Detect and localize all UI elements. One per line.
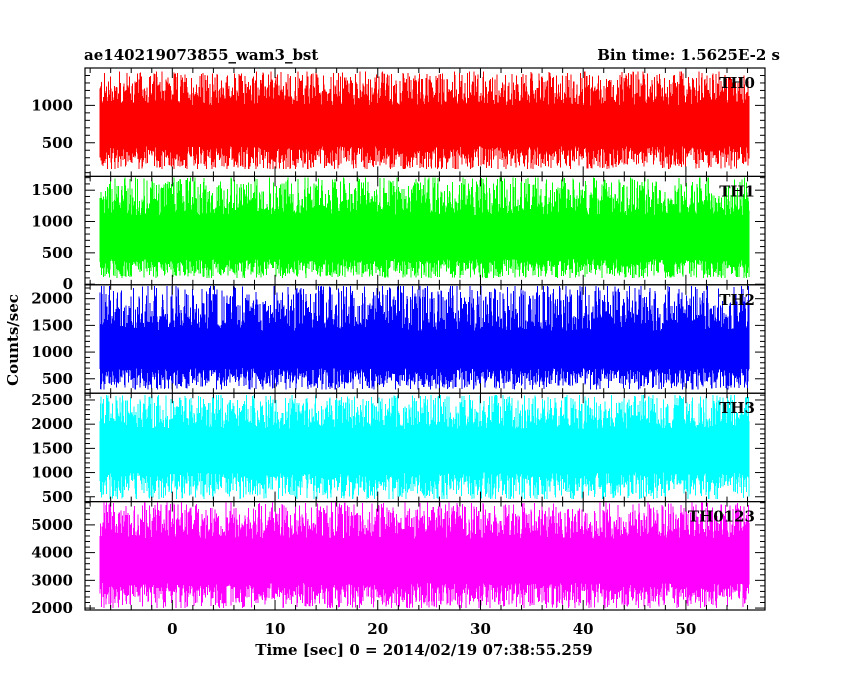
y-tick-label: 1500	[31, 316, 73, 334]
y-tick-label: 1000	[31, 343, 73, 361]
y-tick-label: 2000	[31, 290, 73, 308]
panel-label-th1: TH1	[719, 182, 755, 200]
panel-label-th0: TH0	[719, 74, 755, 92]
y-tick-label: 500	[42, 244, 73, 262]
y-tick-label: 2500	[31, 391, 73, 409]
y-tick-label: 1000	[31, 213, 73, 231]
y-tick-label: 1000	[31, 96, 73, 114]
panel-th1: 0 500 1000 1500 TH1	[31, 175, 766, 293]
panel-th0: 500 1000 TH0	[31, 67, 766, 178]
x-tick-label: 10	[265, 620, 286, 638]
x-tick-label: 30	[470, 620, 491, 638]
y-tick-label: 500	[42, 370, 73, 388]
y-tick-label: 5000	[31, 516, 73, 534]
panel-th3: 500 1000 1500 2000 2500 TH3	[31, 391, 766, 506]
y-tick-label: 1000	[31, 464, 73, 482]
y-axis-label: Counts/sec	[4, 294, 22, 386]
x-tick-label: 50	[675, 620, 696, 638]
panel-label-th2: TH2	[719, 291, 755, 309]
series-trace-th3	[99, 395, 750, 500]
y-tick-label: 2000	[31, 415, 73, 433]
x-axis-label: Time [sec] 0 = 2014/02/19 07:38:55.259	[255, 641, 592, 659]
y-tick-label: 3000	[31, 571, 73, 589]
panel-label-th0123: TH0123	[688, 508, 755, 526]
series-trace-th2	[99, 285, 750, 390]
y-tick-label: 2000	[31, 599, 73, 617]
panel-frame	[84, 501, 766, 611]
panel-th0123: 2000 3000 4000 5000 TH0123	[31, 501, 766, 617]
series-trace-th1	[99, 177, 750, 278]
x-tick-labels: 0 10 20 30 40 50	[167, 620, 696, 638]
x-tick-label: 0	[167, 620, 177, 638]
y-tick-label: 500	[42, 134, 73, 152]
chart-title: ae140219073855_wam3_bst	[84, 46, 318, 64]
series-trace-th0	[99, 71, 750, 169]
x-tick-label: 40	[573, 620, 594, 638]
x-tick-label: 20	[367, 620, 388, 638]
panel-label-th3: TH3	[719, 399, 755, 417]
y-tick-label: 1500	[31, 439, 73, 457]
y-tick-label: 500	[42, 488, 73, 506]
y-tick-label: 4000	[31, 544, 73, 562]
y-tick-label: 0	[63, 275, 73, 293]
series-trace-th0123	[99, 502, 750, 609]
panel-th2: 500 1000 1500 2000 TH2	[31, 284, 766, 394]
y-tick-label: 1500	[31, 181, 73, 199]
bin-time-label: Bin time: 1.5625E-2 s	[597, 46, 780, 64]
